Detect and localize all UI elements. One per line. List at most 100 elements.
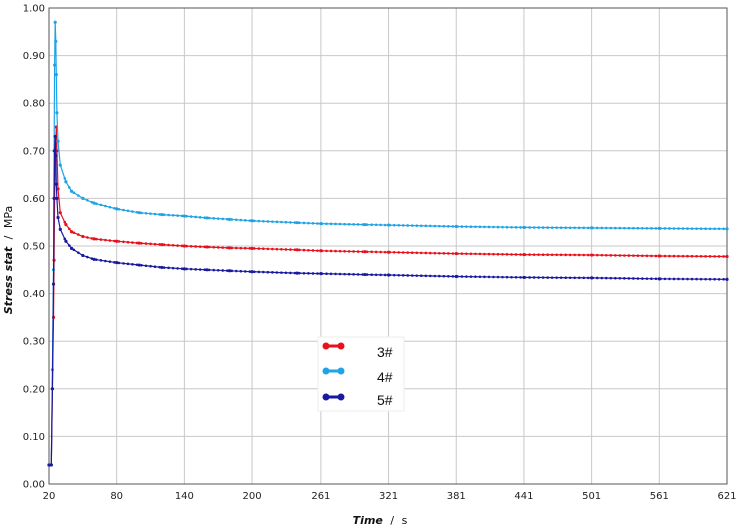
data-point (69, 230, 74, 234)
marker (153, 242, 157, 246)
marker (307, 221, 310, 225)
marker (632, 226, 635, 230)
marker (492, 225, 495, 229)
data-point (227, 246, 232, 250)
marker (99, 259, 103, 262)
x-axis-title: Time / s (353, 514, 408, 527)
marker (582, 226, 586, 230)
marker (582, 276, 586, 280)
marker (708, 227, 712, 231)
marker (573, 276, 577, 280)
data-point (64, 180, 68, 184)
x-tick-labels: 20 80 140 200 261 321 381 441 501 561 621 (43, 491, 737, 502)
marker (72, 191, 76, 194)
marker (559, 253, 563, 257)
marker (401, 251, 405, 254)
marker (167, 266, 170, 270)
marker (537, 253, 540, 256)
legend-item-4: 4# (322, 367, 393, 385)
data-point (205, 268, 209, 272)
marker (604, 276, 608, 280)
marker (424, 251, 428, 255)
data-point (725, 277, 729, 281)
marker (234, 218, 238, 222)
marker (568, 226, 572, 230)
marker (528, 226, 531, 229)
marker (492, 252, 495, 256)
marker (474, 252, 477, 256)
marker (140, 241, 143, 245)
marker (77, 233, 80, 236)
marker (167, 243, 170, 247)
marker (532, 226, 536, 229)
marker (505, 225, 509, 229)
marker (460, 252, 464, 255)
series-lines (47, 20, 729, 467)
marker (374, 273, 378, 277)
marker (135, 263, 139, 267)
marker (257, 247, 261, 250)
data-point (53, 63, 57, 67)
marker (645, 254, 649, 258)
marker (704, 255, 707, 258)
marker (221, 269, 225, 272)
data-point (250, 270, 254, 274)
marker (686, 254, 689, 258)
marker (104, 238, 107, 242)
marker (722, 255, 725, 258)
data-point (47, 463, 51, 467)
marker (158, 265, 161, 269)
data-point (54, 73, 58, 77)
marker (695, 254, 698, 258)
marker (609, 254, 613, 257)
marker (365, 273, 369, 276)
x-tick-label: 321 (379, 491, 398, 502)
data-point (115, 207, 119, 211)
marker (618, 226, 622, 230)
marker (388, 223, 391, 227)
marker (559, 226, 563, 229)
marker (501, 252, 504, 256)
marker (158, 213, 161, 216)
marker (465, 275, 468, 278)
marker (704, 227, 707, 231)
marker (63, 237, 67, 241)
marker (370, 273, 373, 276)
marker (248, 270, 252, 273)
marker (487, 275, 491, 279)
x-tick-label: 80 (110, 491, 123, 502)
marker (338, 272, 342, 276)
marker (149, 212, 152, 215)
marker (614, 276, 617, 280)
data-point (55, 196, 59, 200)
marker (153, 212, 157, 216)
marker (316, 272, 319, 275)
marker (627, 226, 631, 230)
marker (550, 253, 554, 257)
marker (347, 272, 351, 276)
x-tick-label: 200 (243, 491, 262, 502)
marker (677, 254, 680, 258)
marker (58, 228, 62, 231)
marker (582, 253, 586, 257)
marker (469, 225, 473, 228)
marker (429, 274, 432, 278)
marker (690, 254, 694, 258)
marker (392, 223, 396, 227)
marker (672, 254, 676, 258)
marker (329, 249, 333, 253)
marker (63, 220, 67, 224)
marker (176, 214, 179, 217)
marker (483, 275, 486, 279)
marker (478, 225, 482, 229)
marker (699, 254, 703, 258)
marker (221, 217, 225, 221)
marker (307, 272, 310, 275)
marker (564, 226, 567, 230)
marker (392, 251, 396, 254)
marker (131, 210, 134, 213)
marker (189, 267, 193, 271)
marker (456, 252, 459, 255)
marker (636, 226, 640, 230)
marker (465, 252, 468, 256)
